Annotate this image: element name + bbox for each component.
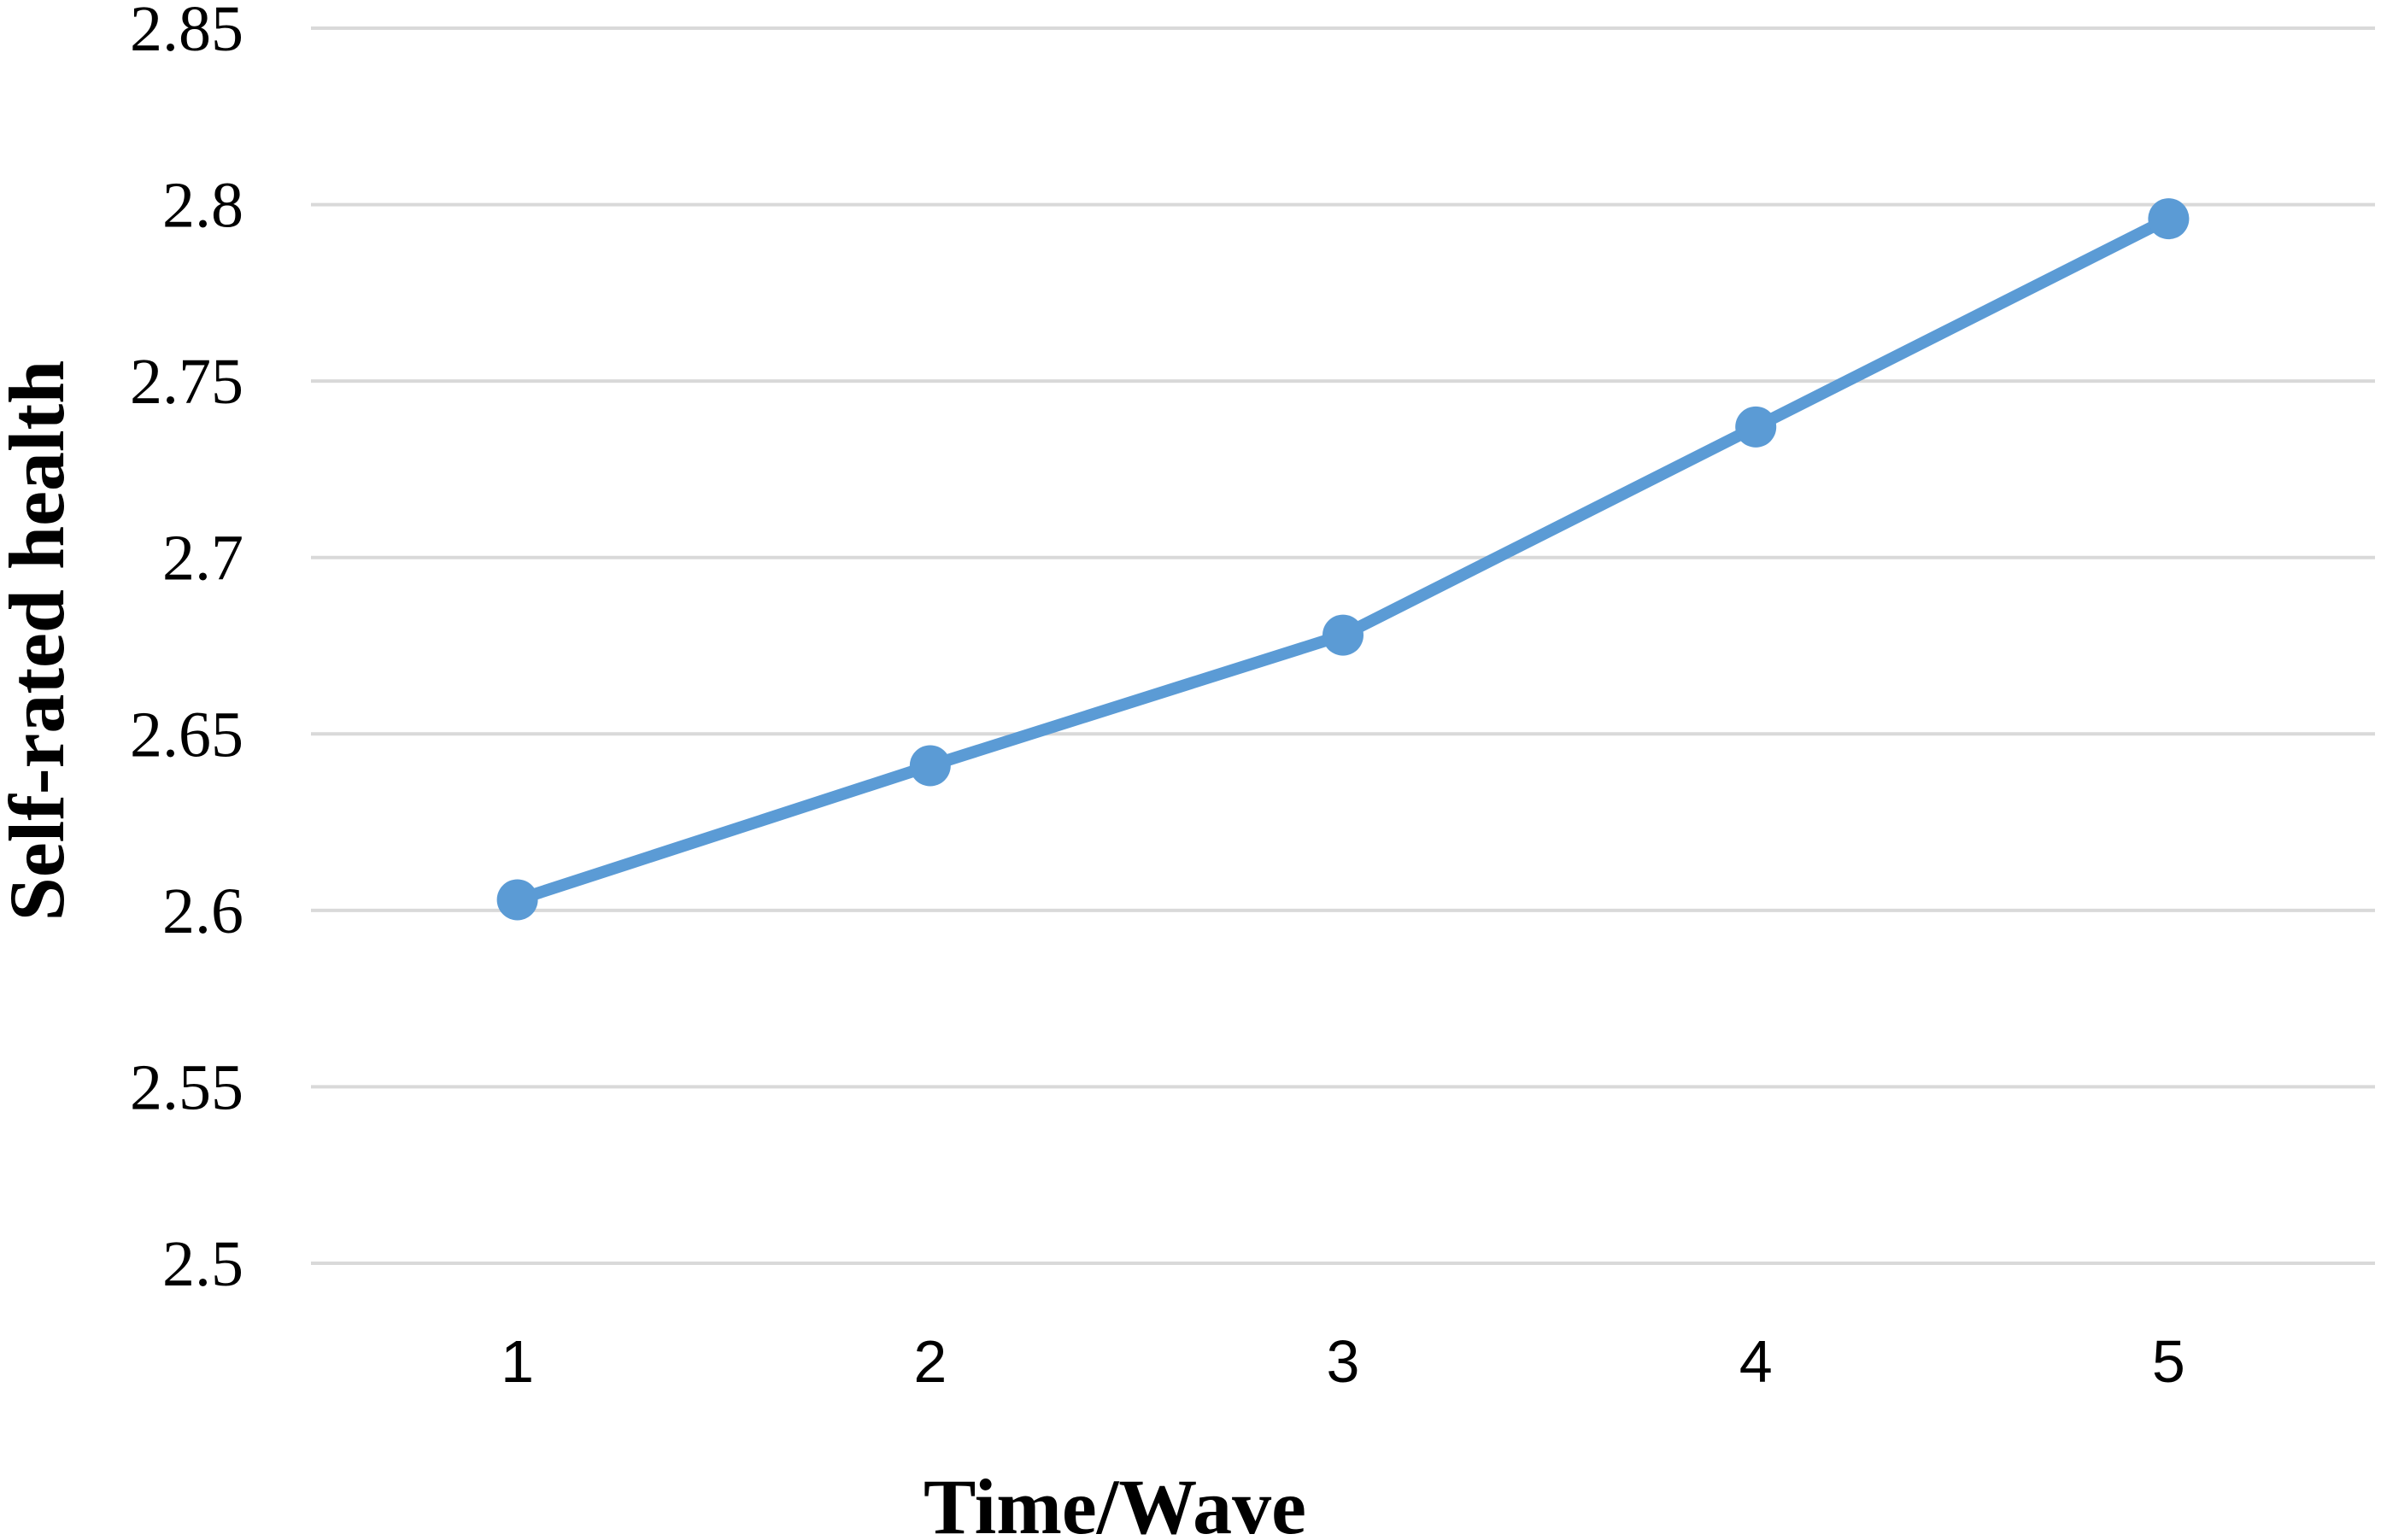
data-point [2148, 198, 2190, 240]
y-axis-title: Self-rated health [0, 360, 80, 922]
x-tick-label: 1 [501, 1328, 534, 1395]
data-point [1735, 406, 1777, 448]
x-tick-label: 5 [2152, 1328, 2185, 1395]
data-point [909, 745, 951, 787]
x-tick-label: 4 [1739, 1328, 1773, 1395]
gridlines [311, 26, 2375, 1265]
data-point [496, 879, 538, 921]
x-axis-title: Time/Wave [924, 1463, 1306, 1540]
y-tick-label: 2.6 [162, 875, 243, 947]
y-tick-label: 2.75 [130, 346, 243, 418]
x-axis-tick-labels: 1 2 3 4 5 [501, 1328, 2185, 1395]
y-tick-label: 2.5 [162, 1228, 243, 1300]
x-tick-label: 3 [1327, 1328, 1360, 1395]
y-tick-label: 2.65 [130, 699, 243, 770]
data-point [1322, 614, 1364, 656]
series-line [511, 213, 2175, 906]
series-group [496, 198, 2190, 921]
y-tick-label: 2.85 [130, 0, 243, 65]
y-tick-label: 2.7 [162, 523, 243, 594]
y-tick-label: 2.55 [130, 1051, 243, 1123]
y-tick-label: 2.8 [162, 170, 243, 242]
y-axis-tick-labels: 2.5 2.55 2.6 2.65 2.7 2.75 2.8 2.85 [130, 0, 243, 1300]
x-tick-label: 2 [913, 1328, 947, 1395]
